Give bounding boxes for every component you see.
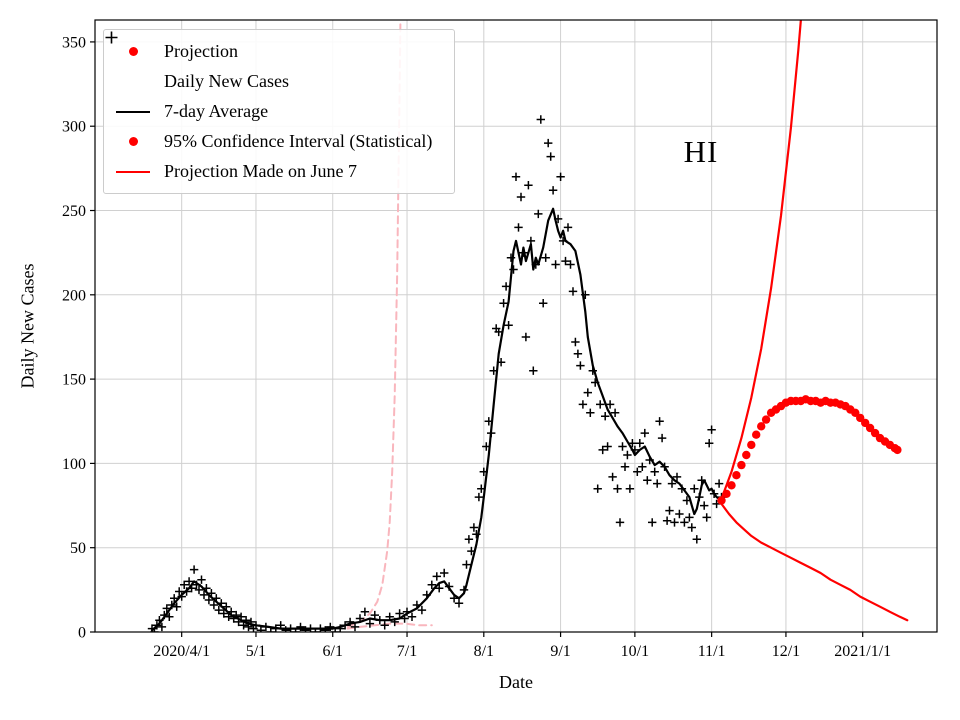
legend-dot-icon xyxy=(116,47,150,56)
x-tick-label: 10/1 xyxy=(621,643,649,660)
legend-label: Daily New Cases xyxy=(164,71,289,91)
legend-entry: 95% Confidence Interval (Statistical) xyxy=(116,131,432,152)
y-tick-label: 300 xyxy=(62,119,86,136)
y-tick-label: 350 xyxy=(62,34,86,51)
y-tick-label: 150 xyxy=(62,372,86,389)
y-tick-label: 0 xyxy=(78,625,86,642)
x-tick-label: 9/1 xyxy=(550,643,570,660)
legend-entry: Projection xyxy=(116,41,432,62)
axis-ticks: 2020/4/1 5/1 6/1 7/1 8/1 9/1 10/1 11/1 12/1 2021/… xyxy=(62,34,891,660)
y-tick-label: 100 xyxy=(62,456,86,473)
legend-line-icon xyxy=(116,110,150,113)
y-tick-label: 250 xyxy=(62,203,86,220)
y-tick-label: 200 xyxy=(62,287,86,304)
legend-dot-icon xyxy=(116,137,150,146)
series-layer xyxy=(147,20,909,632)
y-axis-label: Daily New Cases xyxy=(17,263,38,389)
legend-label: 95% Confidence Interval (Statistical) xyxy=(164,131,433,151)
legend-entry: Projection Made on June 7 xyxy=(116,161,432,182)
series-7-day-average xyxy=(150,207,723,632)
legend-label: Projection xyxy=(164,41,238,61)
x-tick-label: 12/1 xyxy=(772,643,800,660)
series-95-confidence-interval-lower xyxy=(720,502,909,622)
x-tick-label: 11/1 xyxy=(698,643,726,660)
legend-entry: Daily New Cases xyxy=(105,31,432,92)
series-95-confidence-interval-upper xyxy=(720,20,802,500)
y-tick-label: 50 xyxy=(70,540,86,557)
legend-entry: 7-day Average xyxy=(116,101,432,122)
x-axis-label: Date xyxy=(499,672,533,692)
legend: Projection Daily New Cases 7-day Average 95… xyxy=(103,29,456,194)
x-tick-label: 2021/1/1 xyxy=(834,643,891,660)
x-tick-label: 5/1 xyxy=(246,643,266,660)
legend-line-icon xyxy=(116,170,150,173)
state-annotation: HI xyxy=(683,134,719,169)
plot-frame xyxy=(94,19,938,633)
x-tick-label: 7/1 xyxy=(397,643,417,660)
legend-label: Projection Made on June 7 xyxy=(164,161,357,181)
series-projection-made-on-june-7-lower-band xyxy=(346,622,433,630)
legend-label: 7-day Average xyxy=(164,101,269,121)
x-tick-label: 8/1 xyxy=(474,643,494,660)
series-projection xyxy=(717,395,902,505)
series-projection-made-on-june-7-upper-band xyxy=(346,20,402,628)
x-tick-label: 6/1 xyxy=(323,643,343,660)
x-tick-label: 2020/4/1 xyxy=(153,643,210,660)
